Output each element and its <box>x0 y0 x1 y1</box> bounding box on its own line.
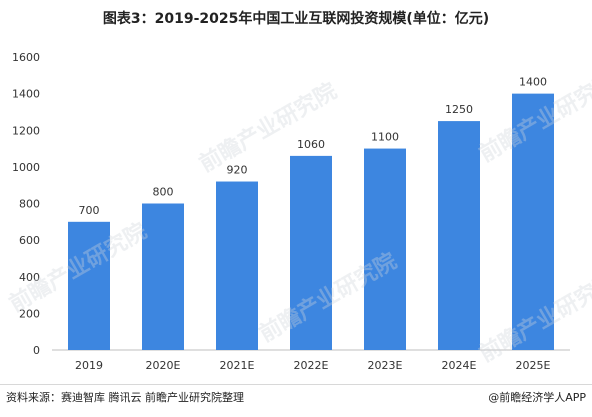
footer: 资料来源：赛迪智库 腾讯云 前瞻产业研究院整理 @前瞻经济学人APP <box>0 384 592 417</box>
bar <box>364 148 406 350</box>
x-tick-label: 2019 <box>75 359 103 372</box>
y-tick-label: 600 <box>19 234 40 247</box>
data-label: 1250 <box>445 103 473 116</box>
y-tick-label: 1200 <box>12 124 40 137</box>
x-tick-label: 2022E <box>294 359 329 372</box>
y-tick-label: 1000 <box>12 161 40 174</box>
bar-chart: 0 200 400 600 800 1000 1200 1400 1600 700 2019 800 2… <box>12 51 570 372</box>
y-tick-label: 1600 <box>12 51 40 64</box>
y-tick-label: 1400 <box>12 88 40 101</box>
data-label: 920 <box>227 164 248 177</box>
bar <box>216 181 258 350</box>
y-tick-label: 400 <box>19 271 40 284</box>
bar <box>142 203 184 350</box>
data-label: 800 <box>153 186 174 199</box>
y-tick-label: 0 <box>33 344 40 357</box>
bar <box>512 93 554 350</box>
bar <box>68 221 110 350</box>
x-tick-label: 2025E <box>516 359 551 372</box>
bar <box>438 121 480 350</box>
data-label: 1060 <box>297 138 325 151</box>
x-tick-label: 2020E <box>146 359 181 372</box>
x-tick-label: 2024E <box>442 359 477 372</box>
bar <box>290 155 332 350</box>
chart-title: 图表3：2019-2025年中国工业互联网投资规模(单位：亿元) <box>102 11 490 27</box>
data-label: 1100 <box>371 131 399 144</box>
brand-credit: @前瞻经济学人APP <box>488 391 586 404</box>
data-label: 700 <box>79 204 100 217</box>
y-tick-label: 800 <box>19 198 40 211</box>
y-tick-label: 200 <box>19 307 40 320</box>
source-note: 资料来源：赛迪智库 腾讯云 前瞻产业研究院整理 <box>6 391 244 404</box>
x-tick-label: 2021E <box>220 359 255 372</box>
x-tick-label: 2023E <box>368 359 403 372</box>
data-label: 1400 <box>519 76 547 89</box>
